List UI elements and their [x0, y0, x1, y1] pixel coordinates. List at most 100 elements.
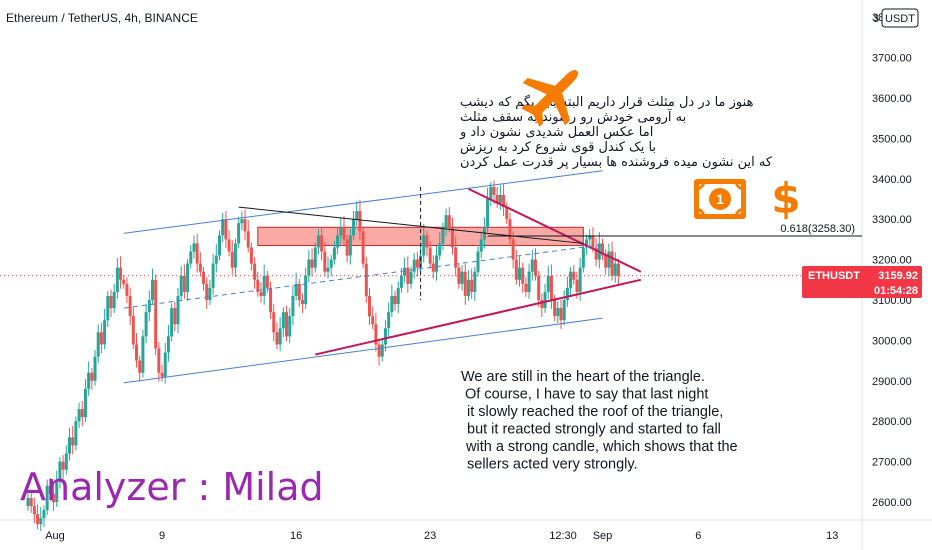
candle-body	[208, 287, 212, 300]
candle-body	[61, 461, 65, 470]
dollar-sign-icon: $	[771, 174, 800, 223]
candle-body	[147, 300, 151, 313]
candle-body	[300, 300, 304, 305]
price-axis[interactable]: 2600.002700.002800.002900.003000.003100.…	[872, 12, 912, 509]
candle-body	[415, 259, 419, 268]
price-tick-label: 2800.00	[872, 416, 912, 428]
candle-body	[211, 263, 215, 288]
candle-body	[42, 510, 46, 519]
candle-body	[150, 279, 154, 300]
candle-body	[476, 251, 480, 272]
candle-body	[135, 344, 139, 361]
candle-body	[342, 227, 346, 240]
time-tick-label: 9	[159, 530, 165, 542]
trendline-channel-upper[interactable]	[123, 170, 603, 234]
candle-body	[454, 247, 458, 268]
candle-body	[179, 275, 183, 296]
candle-body	[585, 239, 589, 248]
candle-body	[393, 295, 397, 305]
candle-body	[575, 279, 579, 292]
candle-body	[447, 215, 451, 228]
candle-body	[546, 275, 550, 292]
candle-body	[607, 251, 611, 268]
candle-body	[288, 316, 292, 337]
candle-body	[39, 518, 43, 525]
candle-body	[403, 267, 407, 276]
candle-body	[336, 235, 340, 248]
candle-body	[527, 271, 531, 292]
english-note-line: We are still in the heart of the triangl…	[461, 369, 705, 385]
candle-body	[613, 263, 617, 276]
candle-body	[313, 247, 317, 268]
symbol-title[interactable]: Ethereum / TetherUS, 4h, BINANCE	[6, 11, 198, 25]
candle-body	[218, 235, 221, 256]
candle-body	[431, 263, 435, 272]
candle-body	[371, 316, 375, 325]
banknote-denomination: 1	[716, 191, 724, 207]
candle-body	[166, 336, 170, 353]
candle-body	[32, 506, 36, 515]
candle-body	[578, 267, 582, 292]
candle-body	[141, 336, 145, 373]
candle-body	[396, 287, 400, 305]
candle-body	[202, 271, 206, 284]
candle-body	[278, 328, 282, 345]
candle-body	[36, 514, 40, 525]
price-tick-label: 3700.00	[872, 53, 912, 65]
candle-body	[435, 255, 439, 272]
candle-body	[450, 227, 454, 248]
candle-body	[221, 219, 225, 236]
candle-body	[383, 328, 387, 345]
candle-body	[122, 279, 126, 284]
persian-note-line: که این نشون میده فروشنده ها بسیار پر قدر…	[460, 155, 773, 170]
candle-body	[109, 295, 113, 309]
candle-body	[144, 312, 148, 337]
airplane-icon	[521, 69, 579, 127]
candle-body	[594, 247, 598, 260]
candle-body	[329, 259, 333, 268]
candle-body	[610, 251, 614, 276]
candle-body	[262, 275, 266, 296]
candle-body	[569, 271, 573, 288]
candle-body	[457, 267, 461, 284]
currency-badge[interactable]	[881, 8, 919, 28]
candle-body	[390, 295, 394, 313]
trendline-upper-trend[interactable]	[238, 206, 584, 244]
candle-body	[106, 295, 110, 321]
candle-body	[559, 308, 563, 321]
english-note-line: but it reacted strongly and started to f…	[467, 422, 721, 438]
english-note-line: with a strong candle, which shows that t…	[465, 439, 738, 455]
candle-body	[230, 251, 234, 268]
candle-body	[294, 283, 298, 296]
candle-body	[307, 259, 311, 276]
candle-body	[256, 279, 260, 292]
candle-body	[93, 356, 97, 381]
candle-body	[310, 259, 314, 268]
candle-body	[352, 219, 356, 236]
price-badge[interactable]: ETHUSDT 3159.92 01:54:28	[802, 266, 922, 298]
candle-body	[348, 235, 352, 256]
candle-body	[553, 300, 557, 317]
candle-body	[154, 279, 158, 349]
candle-body	[176, 295, 180, 325]
candle-body	[275, 332, 279, 345]
candlestick-series	[26, 180, 620, 532]
price-tick-label: 3300.00	[872, 214, 912, 226]
persian-note-line: با یک کندل قوی شروع کرد به ریزش	[460, 140, 656, 155]
candle-body	[80, 409, 84, 418]
time-axis[interactable]: Aug 9 16 23 12:30 Sep 6 13	[45, 530, 838, 542]
candle-body	[316, 235, 320, 248]
candle-body	[364, 263, 368, 296]
candle-body	[112, 291, 116, 309]
candle-body	[45, 485, 49, 511]
trendline-triangle-lower[interactable]	[315, 278, 642, 356]
price-tick-label: 3200.00	[872, 255, 912, 267]
trendline-channel-lower[interactable]	[123, 317, 603, 384]
trendline-triangle-upper[interactable]	[468, 187, 642, 273]
candle-body	[495, 194, 499, 204]
trendlines	[123, 170, 642, 384]
price-badge-ticker: ETHUSDT	[808, 270, 860, 282]
candle-body	[173, 308, 177, 325]
candle-body	[518, 267, 522, 280]
